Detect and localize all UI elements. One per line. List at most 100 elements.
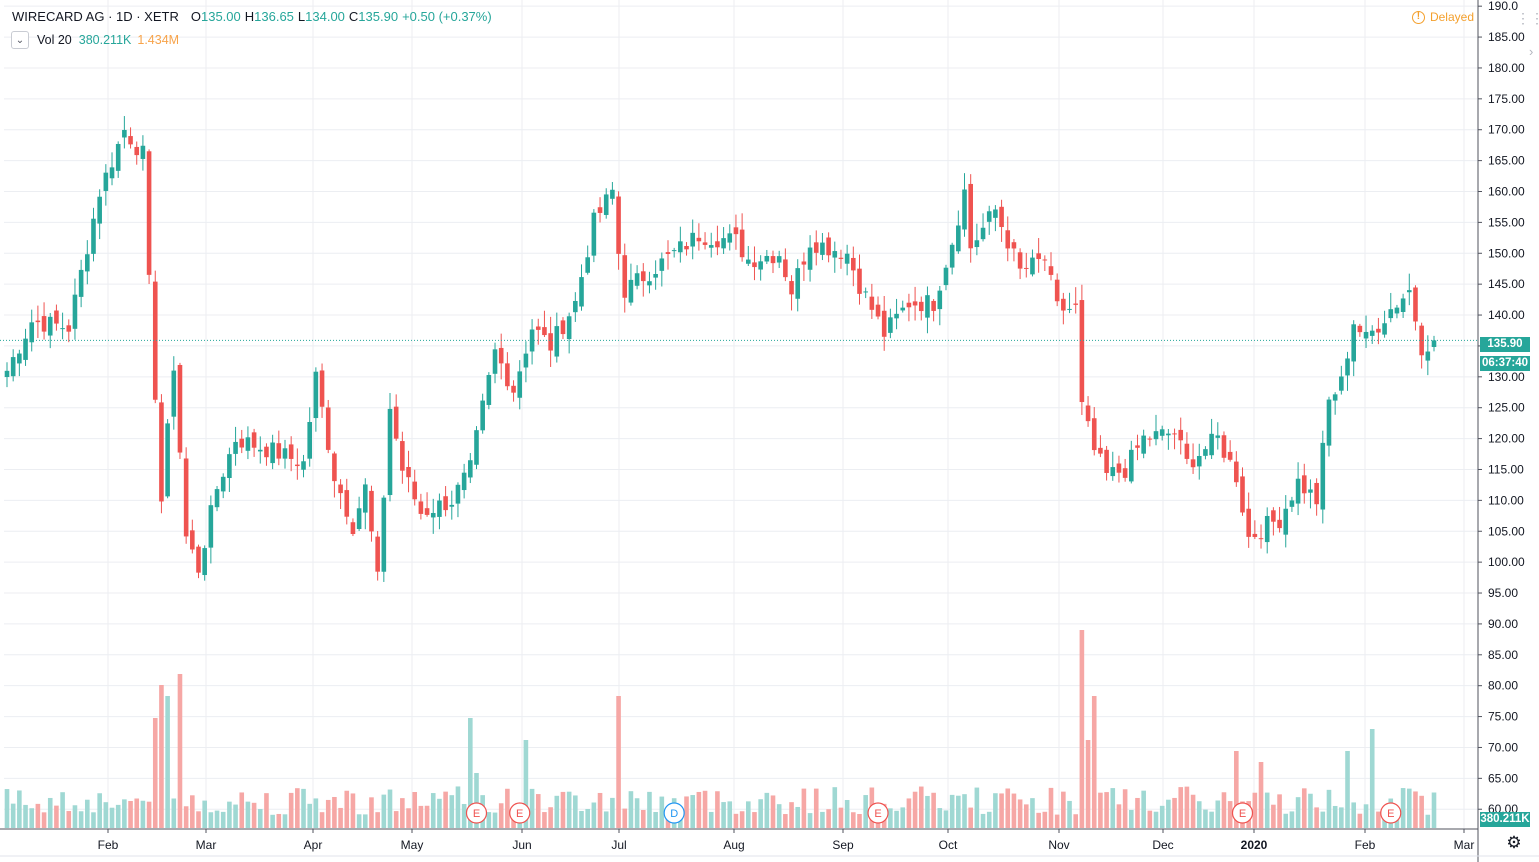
volume-bar [1172, 797, 1177, 828]
volume-bar [257, 809, 263, 828]
candle-body [715, 241, 720, 248]
volume-bar [35, 803, 41, 828]
volume-bar [684, 796, 689, 828]
candle-body [1129, 449, 1134, 482]
candle-body [640, 271, 646, 282]
scroll-arrows-icon[interactable]: › [1529, 44, 1534, 59]
y-tick-label: 70.00 [1488, 740, 1518, 754]
drag-handle-icon[interactable]: ⋮⋮ [1516, 10, 1539, 26]
candle-body [449, 504, 455, 507]
volume-label[interactable]: Vol 20 [37, 33, 72, 47]
volume-bar [789, 802, 794, 828]
volume-bar [560, 791, 566, 828]
volume-bar [844, 800, 850, 828]
candle-body [437, 500, 442, 517]
candle-body [47, 316, 53, 336]
candle-body [1227, 451, 1233, 460]
volume-bar [220, 811, 226, 828]
volume-bar [1295, 797, 1301, 828]
candle-body [29, 322, 35, 343]
candle-body [622, 255, 628, 298]
candle-body [443, 496, 448, 511]
candle-body [295, 464, 300, 467]
candle-body [72, 294, 78, 329]
volume-bar [888, 808, 893, 828]
volume-bar [1085, 740, 1091, 828]
candle-body [406, 467, 411, 478]
candle-body [1357, 325, 1363, 333]
volume-bar [103, 802, 109, 828]
candle-body [356, 508, 362, 530]
candle-body [881, 310, 887, 337]
candle-body [820, 242, 825, 255]
candle-body [838, 257, 844, 259]
volume-bar [109, 807, 115, 828]
x-tick-label: Nov [1048, 838, 1069, 852]
low-label: L [297, 9, 306, 24]
candle-body [603, 194, 609, 215]
candle-body [152, 281, 158, 400]
volume-bar [832, 787, 838, 828]
volume-bar [986, 811, 992, 828]
volume-bar [78, 811, 84, 828]
candle-body [980, 227, 986, 240]
volume-bar [1061, 791, 1066, 828]
gear-icon[interactable]: ⚙ [1506, 833, 1522, 852]
candle-body [1419, 325, 1424, 356]
candle-body [344, 490, 350, 517]
volume-bar [264, 793, 269, 828]
candle-body [4, 370, 10, 378]
volume-bar [702, 790, 708, 828]
volume-bar [1234, 751, 1239, 828]
x-tick-label: Jul [611, 838, 626, 852]
candle-body [1351, 324, 1356, 362]
y-tick-label: 125.00 [1488, 401, 1525, 415]
chevron-down-icon[interactable]: ⌄ [11, 31, 29, 49]
candle-body [560, 320, 566, 335]
event-marker [663, 802, 685, 824]
volume-bar [1067, 800, 1072, 828]
candle-body [332, 453, 337, 482]
delayed-badge[interactable]: ! Delayed [1411, 10, 1474, 24]
low-value: 134.00 [305, 9, 345, 24]
volume-bar [41, 812, 47, 828]
volume-bar [1110, 788, 1116, 828]
x-tick-label: Dec [1152, 838, 1173, 852]
volume-bar [918, 786, 924, 828]
volume-bar [721, 802, 726, 828]
candle-body [227, 454, 232, 479]
symbol-title[interactable]: WIRECARD AG · 1D · XETR [12, 9, 179, 24]
volume-bar [739, 811, 745, 828]
volume-bar [152, 718, 158, 828]
candle-body [270, 442, 275, 464]
candle-body [1209, 433, 1214, 456]
candle-body [1178, 429, 1184, 441]
x-tick-label: Mar [1454, 838, 1475, 852]
volume-bar [603, 811, 609, 828]
candle-body [276, 443, 282, 459]
volume-bar [727, 801, 733, 828]
volume-bar [634, 798, 640, 828]
close-value: 135.90 [358, 9, 399, 24]
volume-bar [529, 788, 535, 828]
volume-bar [1048, 787, 1054, 828]
candle-body [610, 189, 615, 199]
candle-body [529, 329, 535, 352]
candle-body [949, 244, 955, 268]
candle-body [1073, 303, 1079, 305]
volume-bar [851, 812, 856, 828]
x-tick-label: Aug [723, 838, 744, 852]
event-marker [1380, 802, 1402, 824]
volume-bar [245, 801, 251, 828]
candle-body [1067, 308, 1072, 310]
volume-bar [1129, 809, 1134, 828]
candle-body [554, 326, 560, 357]
volume-bar [233, 804, 238, 828]
volume-bar [270, 814, 275, 828]
volume-bar [165, 696, 170, 828]
volume-bar [400, 798, 405, 828]
candle-body [702, 242, 708, 245]
candle-body [1122, 468, 1128, 478]
